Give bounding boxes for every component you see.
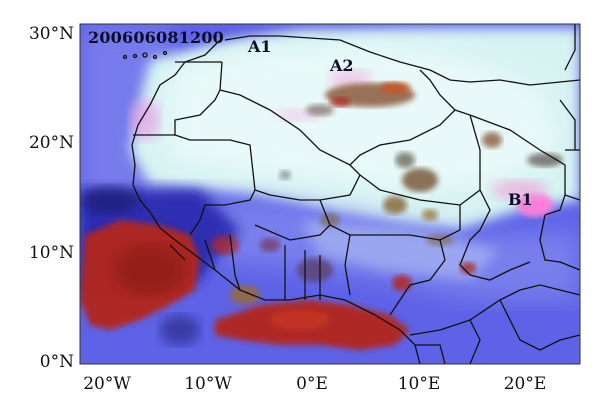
x-tick-label: 10°W (184, 374, 232, 394)
x-tick-label: 20°E (503, 374, 547, 394)
y-tick-label: 30°N (28, 24, 74, 44)
region-label-a1: A1 (248, 37, 272, 56)
x-tick-label: 20°W (83, 374, 131, 394)
imagery-layer (80, 24, 580, 364)
y-tick-label: 0°N (39, 352, 74, 372)
country-borders (122, 24, 580, 364)
region-label-b1: B1 (508, 190, 533, 209)
y-tick-label: 10°N (28, 243, 74, 263)
timestamp-label: 200606081200 (88, 28, 224, 47)
convective-cloud-west (80, 220, 333, 330)
convective-cloud-gulf (215, 300, 410, 350)
x-tick-label: 0°E (296, 374, 328, 394)
map-frame (79, 23, 581, 365)
x-tick-label: 10°E (397, 374, 441, 394)
region-label-a2: A2 (330, 56, 354, 75)
cloud-cluster-a2 (306, 82, 415, 116)
y-tick-label: 20°N (28, 133, 74, 153)
